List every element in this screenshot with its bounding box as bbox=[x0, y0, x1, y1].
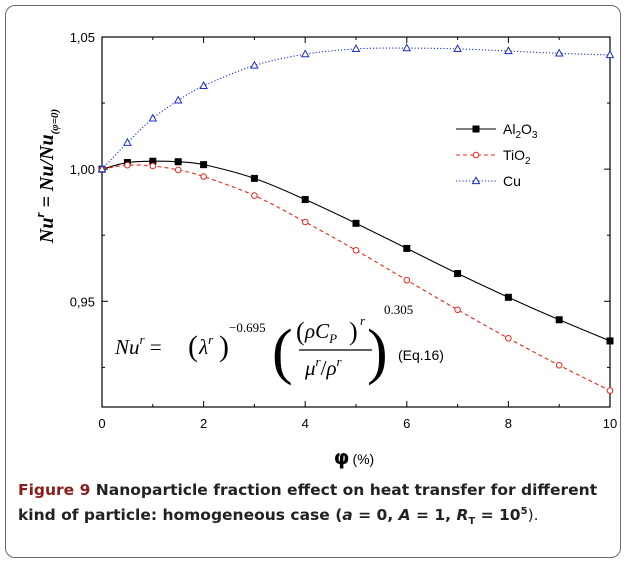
legend-item: Cu bbox=[456, 173, 521, 189]
legend-swatch-marker bbox=[472, 125, 480, 133]
x-tick-label: 6 bbox=[403, 416, 410, 431]
x-axis-label: φ (%) bbox=[334, 445, 374, 469]
data-point bbox=[200, 173, 207, 180]
eq-exp1: −0.695 bbox=[229, 320, 266, 335]
figure-caption: Figure 9 Nanoparticle fraction effect on… bbox=[18, 480, 614, 532]
x-tick-label: 4 bbox=[302, 416, 309, 431]
data-point bbox=[174, 158, 182, 166]
data-point bbox=[200, 161, 208, 169]
chart-legend: Al2O3 TiO2 Cu bbox=[456, 121, 538, 189]
data-point bbox=[351, 44, 361, 52]
data-point bbox=[454, 306, 461, 314]
eq-frac-sup: r bbox=[360, 313, 366, 328]
x-label-unit: (%) bbox=[352, 451, 374, 467]
data-point bbox=[352, 246, 360, 254]
data-point bbox=[173, 95, 183, 104]
data-point bbox=[555, 316, 563, 324]
data-point bbox=[505, 334, 512, 342]
legend-label: Cu bbox=[503, 173, 521, 189]
eq-rho-cp: ρCP bbox=[304, 319, 337, 346]
data-point bbox=[97, 164, 107, 173]
series-3 bbox=[97, 43, 615, 173]
legend-item: TiO2 bbox=[456, 147, 531, 167]
x-tick-label: 0 bbox=[98, 416, 105, 431]
x-tick-label: 10 bbox=[603, 416, 617, 431]
legend-label: TiO2 bbox=[503, 147, 531, 167]
series-line bbox=[101, 164, 611, 392]
chart-axes: 0 2 4 6 8 10 0,95 1,00 1,05 bbox=[70, 30, 618, 431]
data-point bbox=[504, 46, 513, 55]
legend-label: Al2O3 bbox=[503, 121, 538, 141]
y-label-main: Nu bbox=[36, 218, 58, 245]
data-point bbox=[301, 218, 309, 226]
data-point bbox=[174, 166, 182, 174]
eq-lambda: λr bbox=[198, 332, 214, 359]
data-point bbox=[403, 244, 411, 252]
data-point bbox=[149, 162, 157, 170]
legend-item: Al2O3 bbox=[456, 121, 538, 141]
data-point bbox=[251, 192, 258, 199]
data-point bbox=[555, 361, 563, 369]
series-line bbox=[101, 47, 611, 170]
caption-text: Nanoparticle fraction effect on heat tra… bbox=[18, 481, 598, 528]
data-point bbox=[352, 219, 360, 227]
eq-exp2: 0.305 bbox=[384, 302, 413, 317]
y-tick-label: 1,00 bbox=[70, 162, 95, 177]
y-label-sup: r bbox=[32, 212, 47, 218]
eq-big-paren-close: ) bbox=[367, 318, 388, 386]
x-label-symbol: φ bbox=[334, 445, 350, 469]
y-tick-label: 1,05 bbox=[70, 30, 95, 45]
eq-big-paren-open: ( bbox=[272, 318, 293, 386]
data-point bbox=[123, 137, 132, 146]
eq-lambda-paren-close: ) bbox=[219, 330, 229, 363]
data-point bbox=[199, 81, 208, 89]
data-point bbox=[606, 387, 614, 394]
data-point bbox=[453, 44, 462, 52]
caption-trail: ). bbox=[527, 506, 539, 525]
data-point bbox=[250, 60, 259, 69]
data-point bbox=[124, 161, 131, 169]
legend-swatch-marker bbox=[471, 176, 481, 185]
eq-num-paren-open: ( bbox=[296, 317, 305, 346]
eq-reference: (Eq.16) bbox=[398, 347, 444, 363]
x-tick-label: 8 bbox=[505, 416, 512, 431]
data-point bbox=[402, 43, 412, 52]
eq-lambda-paren-open: ( bbox=[188, 330, 198, 363]
y-tick-label: 0,95 bbox=[70, 294, 95, 309]
data-point bbox=[403, 276, 411, 284]
x-tick-label: 2 bbox=[200, 416, 207, 431]
data-point bbox=[504, 293, 512, 301]
eq-denominator: μr/ρr bbox=[304, 354, 343, 380]
figure-frame bbox=[5, 5, 621, 558]
eq-lhs: Nur = bbox=[114, 332, 162, 359]
equation-annotation: Nur = ( λr ) −0.695 ( ( ρCP ) r μr/ρr ) … bbox=[114, 302, 444, 386]
data-point bbox=[454, 270, 462, 278]
legend-swatch-marker bbox=[472, 151, 480, 159]
data-point bbox=[148, 113, 158, 122]
data-point bbox=[554, 48, 564, 57]
y-label-rest: = Nu/Nu bbox=[36, 134, 58, 212]
y-label-sub: (φ=0) bbox=[49, 109, 61, 135]
data-point bbox=[301, 196, 309, 204]
series-layer bbox=[97, 43, 615, 394]
caption-figure-number: Figure 9 bbox=[18, 481, 91, 499]
eq-num-paren-close: ) bbox=[349, 317, 358, 346]
data-point bbox=[606, 337, 614, 345]
series-2 bbox=[98, 161, 614, 394]
data-point bbox=[605, 50, 615, 59]
data-point bbox=[300, 49, 310, 58]
data-point bbox=[250, 174, 258, 182]
y-axis-label: Nur = Nu/Nu(φ=0) bbox=[32, 109, 61, 244]
